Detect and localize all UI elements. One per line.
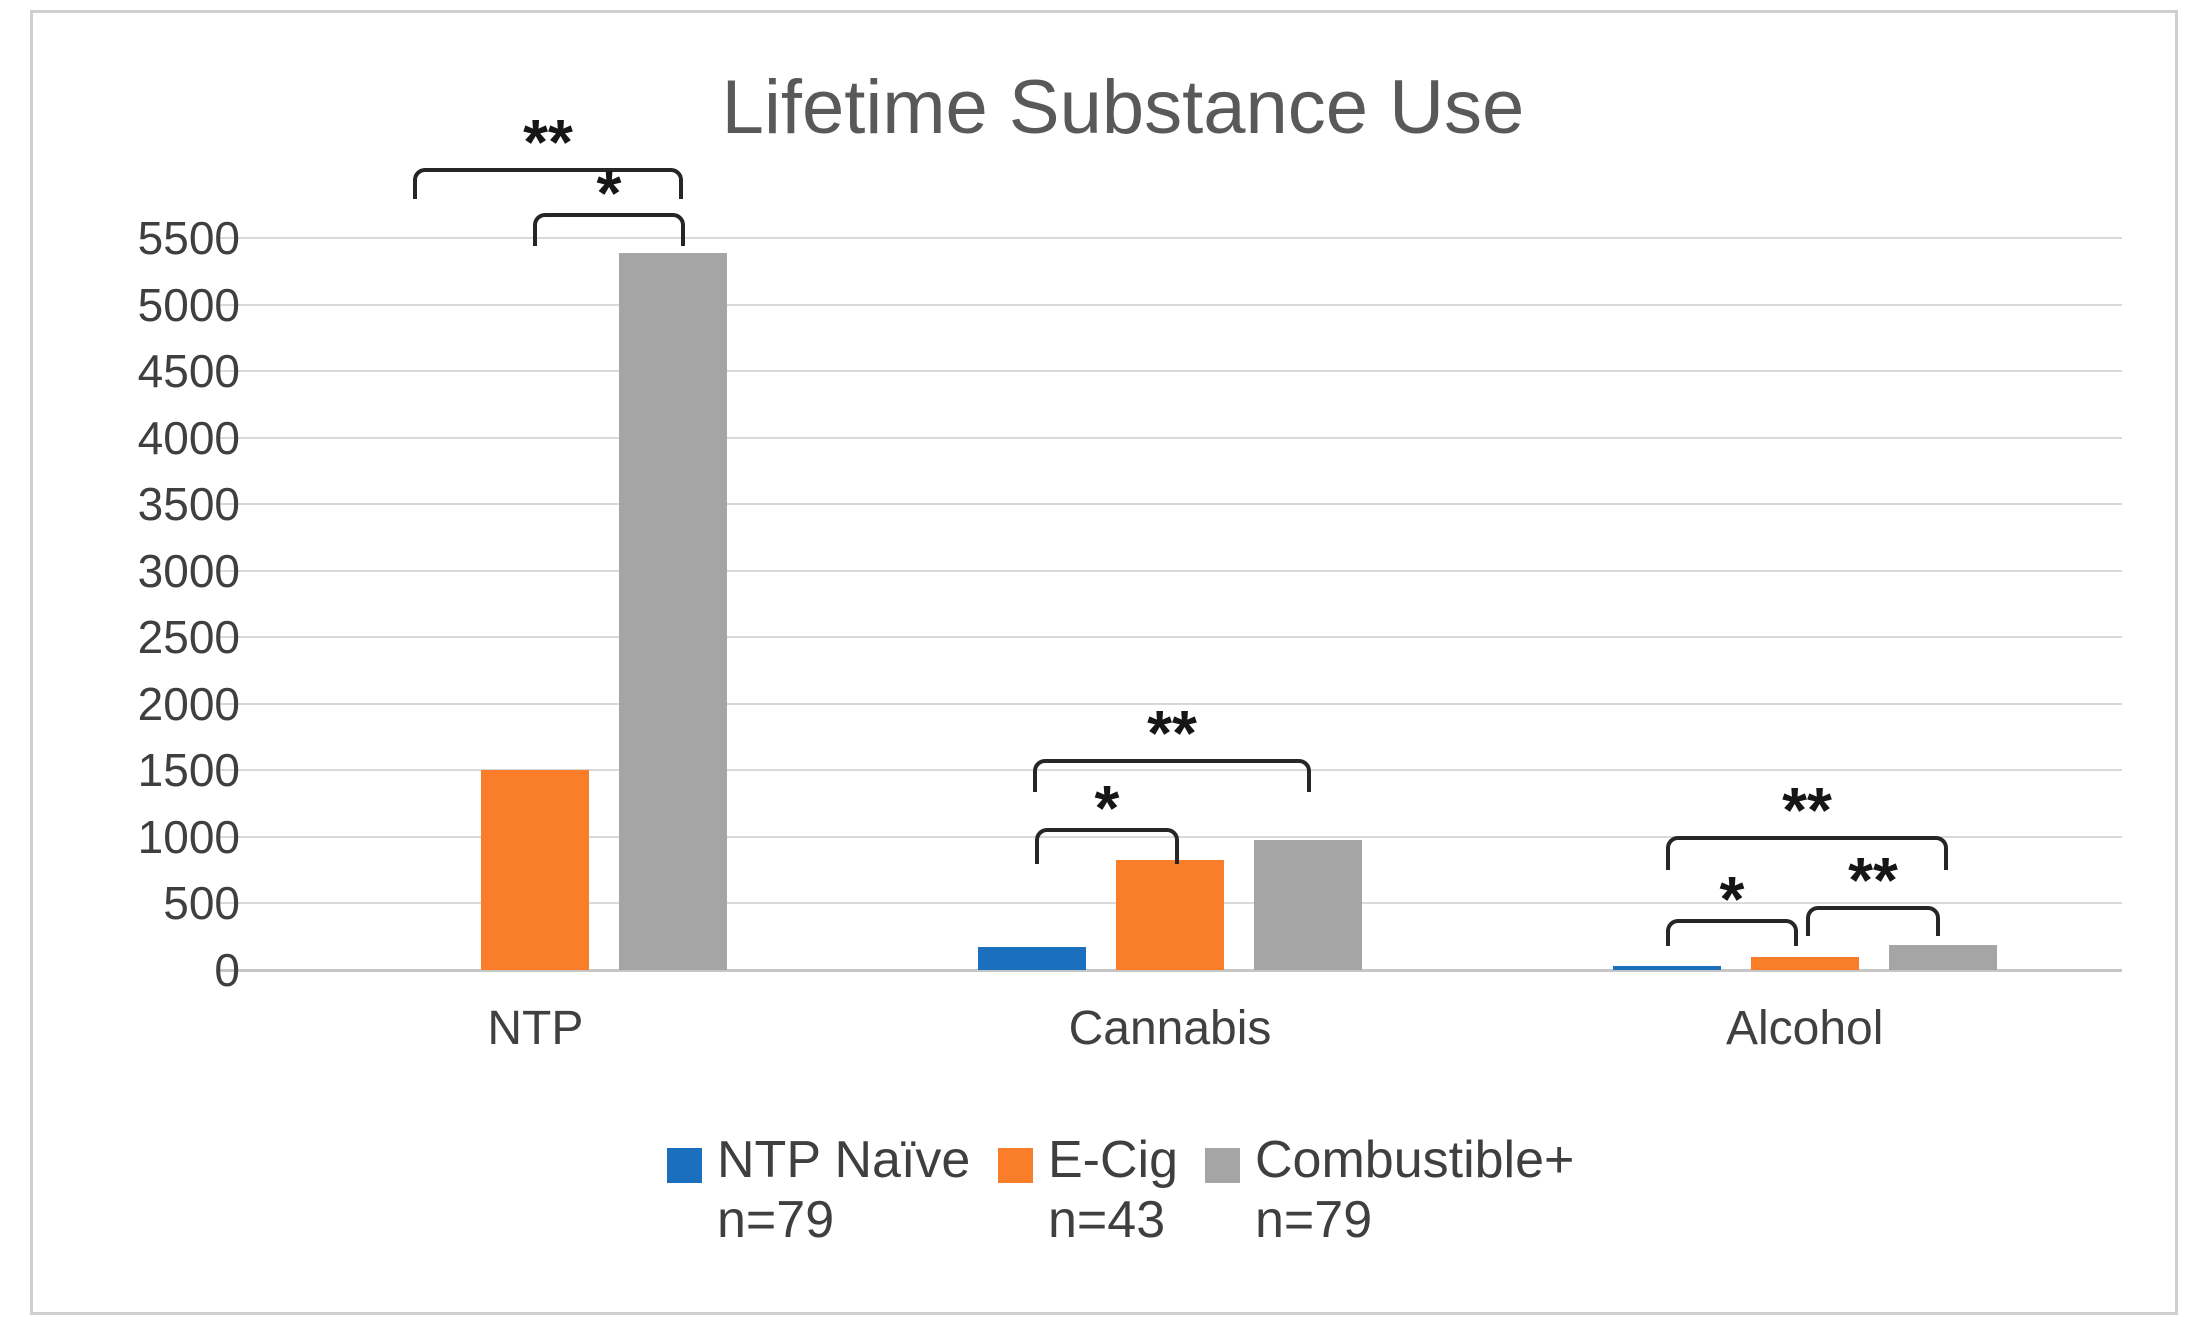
chart-title: Lifetime Substance Use [721,65,1525,150]
significance-label: * [1094,772,1120,844]
y-axis-tick-label: 4500 [137,345,240,398]
category-label-cannabis: Cannabis [1068,1002,1272,1055]
y-axis-tick-label: 5000 [137,278,240,331]
y-axis-tick-label: 2000 [137,677,240,730]
y-axis-tick-label: 1500 [137,744,240,797]
y-axis-tick-label: 3000 [137,544,240,597]
bar-ntp-combustible+ [619,253,727,970]
significance-bracket [1035,828,1179,864]
bar-alcohol-ntp-na-ve [1613,966,1721,970]
legend-entry-combustible: Combustible+ n=79 [1205,1130,1574,1250]
gridline [218,702,2122,705]
significance-bracket [1033,759,1311,792]
gridline [218,237,2122,239]
bar-cannabis-ntp-na-ve [978,947,1086,970]
significance-bracket [533,213,685,246]
significance-bracket [1666,919,1798,946]
y-axis-tick-label: 4000 [137,411,240,464]
gridline [218,436,2122,439]
significance-bracket [413,168,683,199]
significance-label: ** [1782,774,1832,846]
legend-n-label: n=79 [717,1191,835,1249]
significance-label: ** [1147,697,1197,769]
significance-label: ** [1848,844,1898,916]
gridline [218,370,2122,373]
legend-swatch-ntp-naive [667,1148,702,1183]
bar-cannabis-e-cig [1116,860,1224,970]
y-axis-tick-label: 2500 [137,611,240,664]
bar-cannabis-combustible+ [1254,840,1362,970]
legend-swatch-ecig [998,1148,1033,1183]
significance-label: * [1719,863,1745,935]
significance-bracket [1806,906,1940,936]
gridline [218,569,2122,572]
gridline [218,636,2122,639]
legend-entry-ntp-naive: NTP Naïve n=79 [667,1130,970,1250]
bar-alcohol-e-cig [1751,957,1859,970]
legend-n-label: n=43 [1048,1191,1166,1249]
significance-label: * [596,157,622,229]
y-axis-tick-label: 500 [163,877,240,930]
gridline [218,769,2122,772]
bar-ntp-e-cig [481,770,589,970]
y-axis-tick-label: 5500 [137,212,240,264]
legend-label: E-Cig [1048,1131,1179,1189]
y-axis-tick-label: 0 [214,944,240,996]
significance-bracket [1666,836,1948,870]
gridline [218,303,2122,306]
chart-frame [30,10,2178,1315]
x-axis-line [218,969,2122,972]
category-label-alcohol: Alcohol [1725,1002,1884,1055]
legend-entry-ecig: E-Cig n=43 [998,1130,1178,1250]
legend-n-label: n=79 [1255,1191,1373,1249]
y-axis-tick-label: 3500 [137,478,240,531]
y-axis-tick-label: 1000 [137,810,240,863]
significance-label: ** [523,106,573,178]
category-label-ntp: NTP [487,1002,584,1055]
legend-label: Combustible+ [1255,1131,1575,1189]
legend-label: NTP Naïve [717,1131,971,1189]
bar-alcohol-combustible+ [1889,945,1997,970]
gridline [218,503,2122,506]
legend-swatch-combustible [1205,1148,1240,1183]
